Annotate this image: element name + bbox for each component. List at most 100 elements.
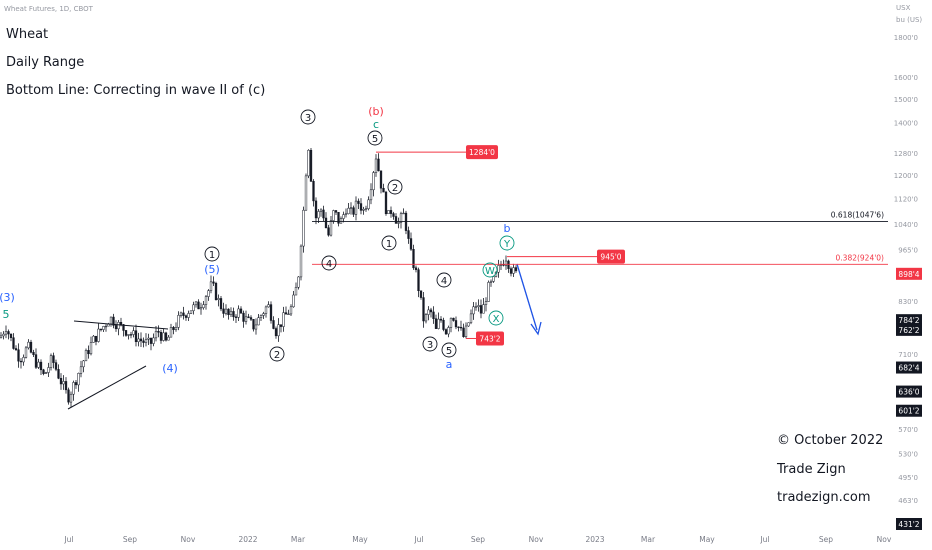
price-tag-label: 762'2	[898, 326, 919, 335]
candle-body	[207, 290, 210, 297]
wave-label: 1	[386, 239, 392, 250]
callout-743-box	[476, 331, 504, 346]
candle-body	[389, 210, 393, 214]
candle-body	[344, 213, 348, 215]
time-tick-label: Mar	[641, 535, 656, 544]
candle-body	[432, 311, 435, 319]
candle-body	[24, 347, 28, 358]
candle-body	[154, 331, 158, 339]
candle-body	[437, 318, 440, 329]
candle-body	[174, 327, 178, 330]
candle-body	[192, 304, 195, 312]
price-tag-box	[896, 518, 922, 530]
candle-body	[302, 209, 305, 247]
candle-body	[182, 312, 185, 316]
wave-label: b	[504, 222, 511, 235]
candle-body	[34, 354, 38, 368]
wave-label: W	[485, 266, 495, 277]
candle-body	[417, 269, 420, 292]
candle-body	[122, 324, 125, 331]
candle-body	[314, 200, 318, 219]
candle-body	[352, 207, 355, 215]
candle-body	[137, 338, 140, 343]
price-tick-label: 1040'0	[894, 221, 918, 229]
candle-body	[392, 213, 395, 217]
time-axis[interactable]: Jul Sep Nov 2022 Mar May Jul Sep Nov 2023 Mar May Ju…	[63, 535, 891, 544]
candle-body	[27, 341, 30, 349]
candle-body	[484, 301, 488, 305]
candle-body	[349, 207, 353, 209]
candle-body	[472, 306, 475, 315]
candle-body	[167, 336, 170, 341]
candle-body	[357, 200, 360, 204]
candle-body	[87, 350, 90, 355]
wave-label: 5	[446, 346, 452, 357]
candle-body	[77, 373, 80, 386]
candle-body	[482, 304, 485, 314]
candle-body	[312, 181, 315, 202]
candle-body	[399, 213, 403, 223]
candle-body	[259, 315, 263, 318]
candle-body	[14, 348, 18, 351]
candle-body	[407, 230, 410, 239]
candle-body	[377, 158, 380, 172]
candle-body	[114, 325, 118, 330]
candle-body	[42, 369, 45, 374]
candle-body	[382, 187, 385, 193]
candle-body	[452, 317, 455, 321]
candle-body	[324, 217, 328, 228]
wave-label: a	[446, 358, 453, 371]
candle-body	[224, 308, 228, 314]
candle-body	[309, 149, 313, 182]
candle-body	[72, 382, 75, 395]
wave-label: 4	[441, 276, 447, 287]
candle-body	[237, 308, 240, 318]
candle-body	[152, 337, 155, 344]
candle-body	[442, 319, 445, 330]
candle-body	[292, 294, 295, 308]
candles	[0, 147, 518, 407]
candle-body	[164, 332, 168, 341]
candle-body	[144, 339, 148, 343]
candle-body	[4, 331, 8, 335]
price-tick-label: 463'0	[898, 497, 918, 505]
price-axis[interactable]: 1800'0 1600'0 1500'0 1400'0 1280'0 1200'0 1120…	[894, 34, 922, 530]
candle-body	[464, 325, 468, 337]
candle-body	[222, 308, 225, 314]
candle-body	[59, 378, 63, 385]
candle-body	[147, 337, 150, 340]
wave-label: 4	[326, 259, 332, 270]
candle-body	[397, 222, 400, 224]
price-tag-box	[896, 314, 922, 327]
projection-line	[516, 263, 538, 331]
candle-body	[457, 326, 460, 328]
candle-body	[202, 304, 205, 308]
candle-body	[92, 335, 95, 343]
time-tick-label: Sep	[819, 535, 833, 544]
candle-body	[384, 191, 388, 215]
candle-body	[282, 312, 285, 327]
candle-body	[474, 306, 478, 308]
candle-body	[64, 381, 68, 391]
candle-body	[329, 220, 333, 236]
candle-body	[199, 307, 203, 310]
candle-body	[362, 208, 365, 211]
wave-label: 3	[305, 113, 311, 124]
wave-label: (b)	[368, 105, 384, 118]
callout-945-box	[597, 249, 625, 264]
candle-body	[194, 301, 198, 306]
candle-body	[462, 327, 465, 337]
candle-body	[332, 210, 335, 221]
candle-body	[267, 304, 270, 308]
candle-body	[434, 318, 438, 329]
candle-body	[219, 298, 223, 310]
candle-body	[197, 301, 200, 310]
trend-lines	[67, 263, 542, 410]
time-tick-label: May	[352, 535, 368, 544]
price-tick-label: 530'0	[898, 451, 918, 459]
price-tag-label: 682'4	[898, 364, 919, 373]
wave-circle	[488, 310, 504, 326]
candle-body	[244, 316, 248, 322]
